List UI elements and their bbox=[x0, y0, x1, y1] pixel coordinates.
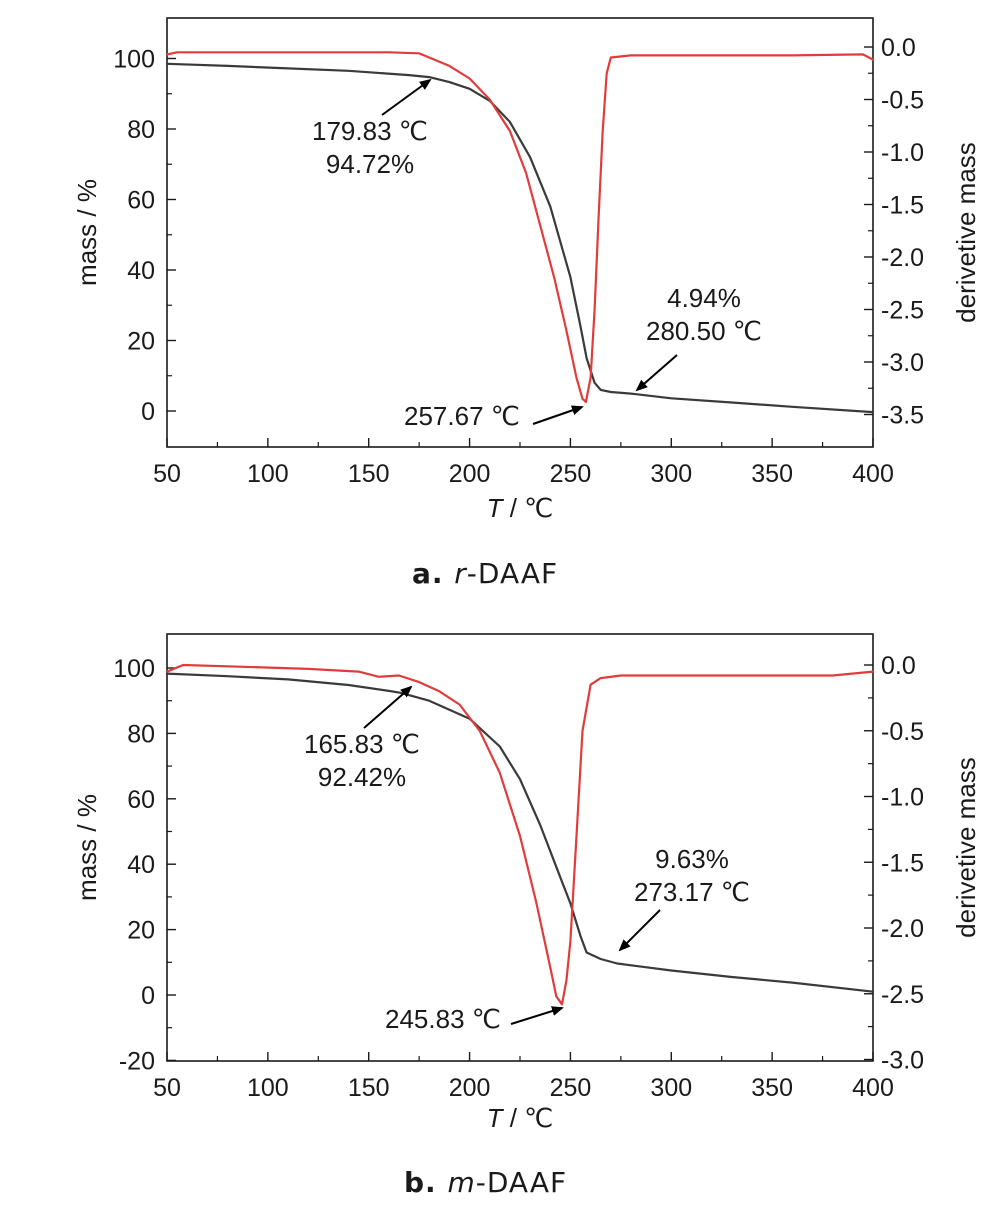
y-tick-label: 60 bbox=[127, 786, 155, 814]
annotation-label: 92.42% bbox=[318, 762, 406, 792]
y-tick-label: 80 bbox=[127, 116, 155, 144]
y-tick-label: -20 bbox=[119, 1047, 155, 1075]
x-tick-label: 50 bbox=[153, 1074, 181, 1102]
y2-tick-label: -2.0 bbox=[881, 915, 924, 943]
x-tick-label: 250 bbox=[550, 1074, 592, 1102]
derivative-curve bbox=[165, 51, 875, 403]
y-tick-label: 100 bbox=[113, 46, 155, 74]
y2-axis-label: derivetive mass bbox=[951, 757, 981, 938]
mass-curve bbox=[165, 672, 875, 993]
caption-title: -DAAF bbox=[467, 557, 558, 590]
caption-title-italic: r bbox=[454, 557, 467, 590]
annotation-label: 245.83 ℃ bbox=[385, 1004, 501, 1034]
x-tick-label: 150 bbox=[348, 460, 390, 488]
x-tick-label: 300 bbox=[650, 460, 692, 488]
derivative-curve bbox=[165, 663, 875, 1006]
x-tick-label: 200 bbox=[449, 1074, 491, 1102]
y2-tick-label: -2.5 bbox=[881, 981, 924, 1009]
annotation-arrow bbox=[381, 78, 432, 116]
annotation-label: 273.17 ℃ bbox=[634, 877, 750, 907]
x-tick-label: 350 bbox=[751, 460, 793, 488]
annotation-arrow bbox=[635, 354, 678, 392]
x-tick-label: 250 bbox=[550, 460, 592, 488]
y-tick-label: 0 bbox=[141, 398, 155, 426]
annotation-arrow bbox=[363, 685, 413, 729]
y2-tick-label: -2.5 bbox=[881, 297, 924, 325]
y-tick-label: 80 bbox=[127, 720, 155, 748]
annotation-label: 94.72% bbox=[326, 149, 414, 179]
x-axis-label: T / ℃ bbox=[487, 1103, 554, 1133]
caption-title: -DAAF bbox=[476, 1166, 567, 1199]
x-tick-label: 50 bbox=[153, 460, 181, 488]
caption-letter: b. bbox=[404, 1166, 447, 1199]
plot-frame bbox=[166, 17, 874, 448]
panel-caption: a. r-DAAF bbox=[412, 557, 558, 590]
plot-frame bbox=[166, 633, 874, 1062]
y-axis-label: mass / % bbox=[72, 179, 102, 286]
x-tick-label: 300 bbox=[650, 1074, 692, 1102]
x-tick-label: 150 bbox=[348, 1074, 390, 1102]
y2-tick-label: -0.5 bbox=[881, 718, 924, 746]
x-axis-label-symbol: T bbox=[487, 493, 505, 523]
chart-panel-b: 50 100 150 200 250 300 350 400 -20 0 20 40 60 80 100 0.… bbox=[72, 633, 981, 1199]
y-tick-label: 20 bbox=[127, 917, 155, 945]
annotation-label: 165.83 ℃ bbox=[304, 729, 420, 759]
y2-tick-label: -1.0 bbox=[881, 139, 924, 167]
x-axis-label-symbol: T bbox=[487, 1103, 505, 1133]
caption-title-italic: m bbox=[447, 1166, 475, 1199]
x-tick-label: 400 bbox=[852, 1074, 894, 1102]
mass-curve bbox=[165, 62, 875, 414]
panel-caption: b. m-DAAF bbox=[404, 1166, 567, 1199]
x-tick-label: 100 bbox=[247, 1074, 289, 1102]
annotation-label: 179.83 ℃ bbox=[312, 116, 428, 146]
x-axis-label-unit: / ℃ bbox=[503, 493, 554, 523]
annotation-label: 257.67 ℃ bbox=[404, 401, 520, 431]
y2-tick-label: -2.0 bbox=[881, 244, 924, 272]
y-tick-label: 40 bbox=[127, 851, 155, 879]
y-tick-label: 40 bbox=[127, 257, 155, 285]
y2-tick-label: -3.5 bbox=[881, 402, 924, 430]
x-tick-label: 350 bbox=[751, 1074, 793, 1102]
y-axis-label: mass / % bbox=[72, 794, 102, 901]
annotation-arrow bbox=[532, 405, 584, 425]
y-tick-label: 100 bbox=[113, 655, 155, 683]
y2-axis-label: derivetive mass bbox=[951, 142, 981, 323]
y2-tick-label: -1.5 bbox=[881, 192, 924, 220]
y2-tick-label: -0.5 bbox=[881, 87, 924, 115]
y2-tick-label: -3.0 bbox=[881, 1047, 924, 1075]
x-axis-label: T / ℃ bbox=[487, 493, 554, 523]
annotation-label: 280.50 ℃ bbox=[646, 316, 762, 346]
annotation-arrow bbox=[618, 909, 661, 952]
y-tick-label: 20 bbox=[127, 328, 155, 356]
y2-tick-label: -1.0 bbox=[881, 784, 924, 812]
x-tick-label: 100 bbox=[247, 460, 289, 488]
x-tick-label: 400 bbox=[852, 460, 894, 488]
y2-tick-label: 0.0 bbox=[881, 34, 916, 62]
annotation-label: 4.94% bbox=[667, 283, 741, 313]
annotation-label: 9.63% bbox=[655, 844, 729, 874]
y-tick-label: 0 bbox=[141, 982, 155, 1010]
y-tick-label: 60 bbox=[127, 187, 155, 215]
y2-tick-label: -3.0 bbox=[881, 349, 924, 377]
y2-tick-label: -1.5 bbox=[881, 849, 924, 877]
y2-tick-label: 0.0 bbox=[881, 652, 916, 680]
chart-panel-a: 50 100 150 200 250 300 350 400 0 20 40 60 80 100 0.0 -0… bbox=[72, 17, 981, 590]
x-tick-label: 200 bbox=[449, 460, 491, 488]
caption-letter: a. bbox=[412, 557, 454, 590]
x-axis-label-unit: / ℃ bbox=[503, 1103, 554, 1133]
annotation-arrow bbox=[510, 1006, 564, 1025]
